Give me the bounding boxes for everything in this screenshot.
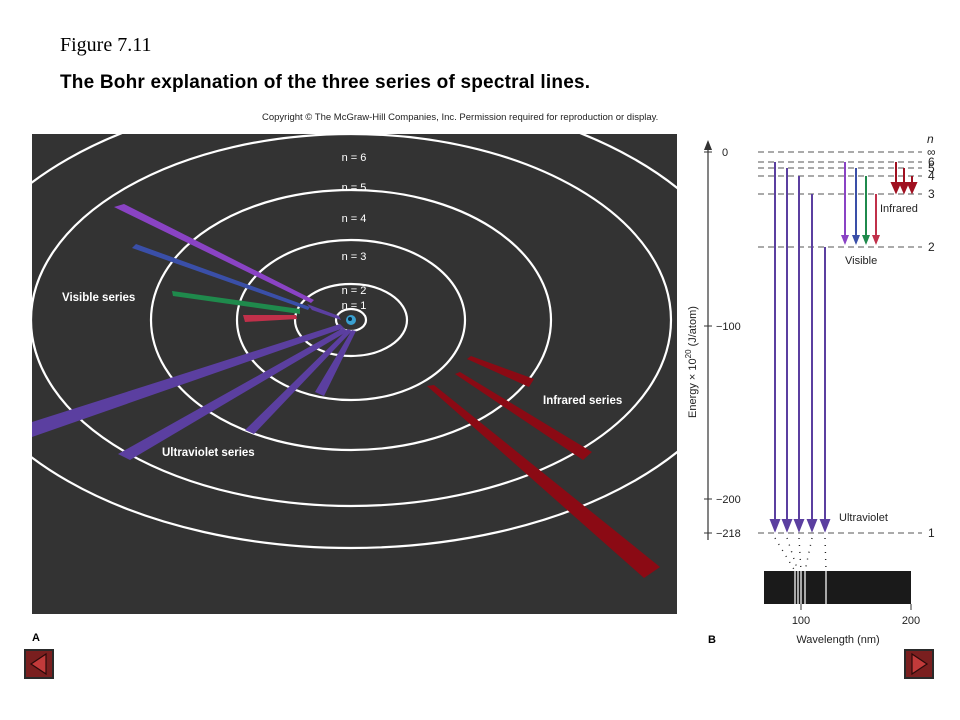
uv-arrow-6	[32, 324, 344, 437]
previous-slide-button[interactable]	[24, 649, 54, 679]
energy-tick-0: 0	[722, 147, 728, 159]
energy-level-panel: 0 −100 −200 −218 Energy × 1020 (J/atom) …	[684, 132, 936, 646]
triangle-left-icon	[29, 652, 47, 676]
level-label-2: 2	[928, 240, 935, 254]
visible-arrow-blue	[132, 244, 310, 310]
orbit-label-n3: n = 3	[342, 251, 367, 263]
energy-axis-arrowhead	[704, 140, 712, 150]
energy-axis-label: Energy × 1020 (J/atom)	[684, 306, 699, 418]
ultraviolet-transitions	[32, 304, 356, 460]
panel-a-background	[32, 134, 677, 614]
uv-arrow-2	[307, 304, 341, 320]
level-label-1: 1	[928, 526, 935, 540]
wavelength-tick-200: 200	[902, 615, 920, 627]
orbit-label-n6: n = 6	[342, 152, 367, 164]
orbit-n6	[32, 134, 677, 550]
level-label-5: 5	[928, 161, 935, 175]
n-header: n	[927, 132, 934, 146]
ultraviolet-label: Ultraviolet	[839, 512, 888, 524]
level-label-4: 4	[928, 169, 935, 183]
infrared-transitions	[427, 356, 660, 578]
orbit-label-n5: n = 5	[342, 182, 367, 194]
infrared-arrows	[890, 162, 918, 195]
ultraviolet-series-label: Ultraviolet series	[162, 447, 255, 459]
wavelength-tick-100: 100	[792, 615, 810, 627]
wavelength-axis-label: Wavelength (nm)	[796, 634, 879, 646]
spectral-lines	[794, 571, 827, 604]
level-label-6: 6	[928, 155, 935, 169]
orbit-n2	[293, 282, 409, 358]
figure-title: The Bohr explanation of the three series…	[60, 72, 591, 93]
visible-arrow-red	[243, 315, 297, 322]
infrared-series-label: Infrared series	[543, 395, 622, 407]
ir-arrow-6	[427, 385, 660, 578]
ultraviolet-arrows	[769, 162, 831, 533]
ir-arrow-4	[467, 356, 534, 387]
figure-number: Figure 7.11	[60, 34, 152, 56]
panel-a-letter: A	[32, 632, 40, 644]
visible-arrow-green	[172, 291, 300, 314]
orbit-label-n4: n = 4	[342, 213, 367, 225]
panel-b-letter: B	[708, 634, 716, 646]
orbit-n5	[32, 134, 673, 508]
level-label-3: 3	[928, 187, 935, 201]
spectrum-projections	[774, 537, 827, 572]
uv-arrow-4	[245, 329, 352, 434]
energy-levels	[758, 151, 922, 534]
orbit-label-n2: n = 2	[342, 285, 367, 297]
bohr-orbit-panel: n = 6 n = 5 n = 4 n = 3 n = 2 n = 1 Visi…	[32, 134, 677, 614]
uv-arrow-3	[315, 330, 356, 396]
energy-tick-minus100: −100	[716, 321, 741, 333]
spectrum-bar	[764, 571, 911, 604]
level-label-infinity: ∞	[927, 145, 936, 159]
visible-series-label: Visible series	[62, 292, 135, 304]
orbit-n3	[235, 238, 467, 402]
uv-arrow-5	[118, 328, 348, 460]
infrared-label: Infrared	[880, 203, 918, 215]
energy-tick-minus218: −218	[716, 528, 741, 540]
visible-label: Visible	[845, 255, 877, 267]
ir-arrow-5	[455, 372, 592, 460]
visible-arrow-violet	[114, 204, 314, 303]
orbit-n4	[149, 188, 553, 452]
triangle-right-icon	[911, 652, 929, 676]
copyright-notice: Copyright © The McGraw-Hill Companies, I…	[262, 112, 659, 123]
nucleus-core	[348, 317, 352, 321]
energy-tick-minus200: −200	[716, 494, 741, 506]
next-slide-button[interactable]	[904, 649, 934, 679]
orbit-label-n1: n = 1	[342, 300, 367, 312]
orbit-group	[32, 134, 677, 550]
